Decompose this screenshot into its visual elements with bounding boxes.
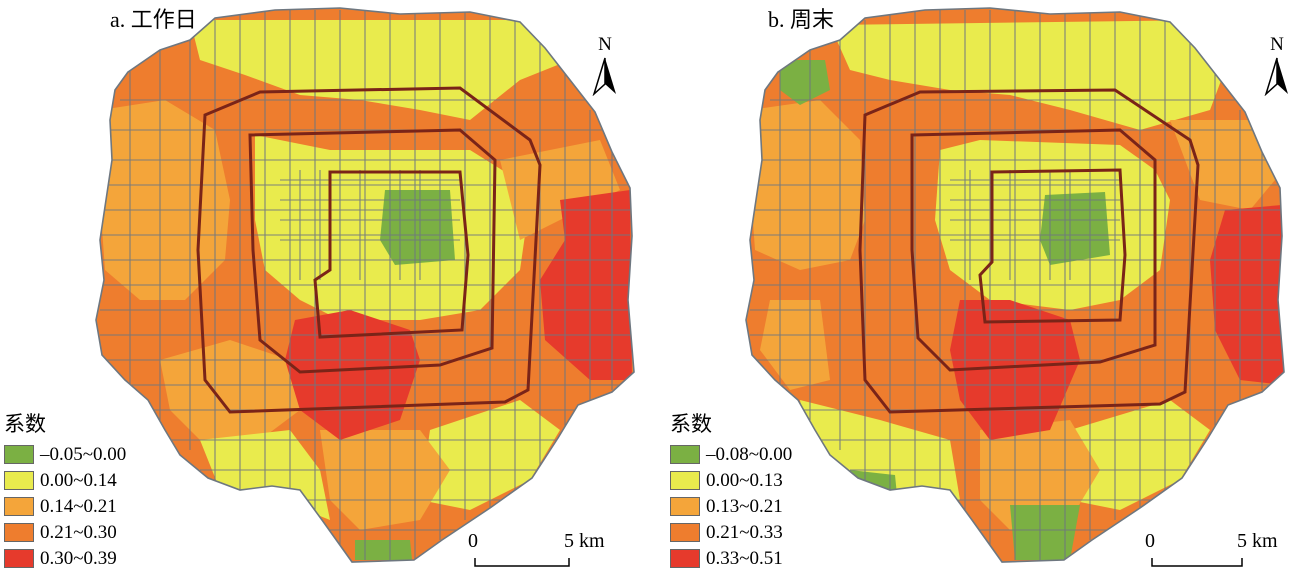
- legend-item: 0.21~0.30: [4, 519, 126, 545]
- legend-swatch: [670, 444, 700, 464]
- legend-title: 系数: [670, 412, 712, 436]
- north-arrow: N: [1262, 34, 1292, 102]
- legend: 系数 –0.05~0.00 0.00~0.14 0.14~0.21 0.21~0…: [4, 414, 126, 571]
- legend-item: 0.14~0.21: [4, 493, 126, 519]
- legend-swatch: [670, 522, 700, 542]
- choropleth-zones: [96, 8, 634, 562]
- ring-road-2: [313, 170, 470, 339]
- legend-swatch: [670, 470, 700, 490]
- weekend-map: [745, 7, 1285, 563]
- legend-item: 0.00~0.14: [4, 467, 126, 493]
- legend-swatch: [670, 496, 700, 516]
- legend-label: 0.00~0.13: [706, 469, 783, 491]
- panel-title: b. 周末: [768, 7, 835, 32]
- choropleth-zones: [746, 8, 1284, 562]
- scale-zero-label: 0: [468, 530, 478, 552]
- legend-title: 系数: [4, 412, 46, 436]
- legend-swatch: [4, 496, 34, 516]
- legend-swatch: [4, 548, 34, 568]
- city-boundary: [745, 7, 1285, 563]
- ring-road-4: [196, 86, 542, 414]
- legend-label: –0.05~0.00: [40, 443, 127, 465]
- map-panel-weekday: a. 工作日 N 系数 –0.05~0.00 0.00~0.14 0.14~0.…: [4, 7, 635, 571]
- legend-item: 0.00~0.13: [670, 467, 792, 493]
- scale-end-label: 5 km: [564, 530, 605, 552]
- legend-label: 0.21~0.33: [706, 521, 783, 543]
- legend-label: –0.08~0.00: [706, 443, 793, 465]
- north-arrow: N: [590, 34, 620, 102]
- legend-item: 0.30~0.39: [4, 545, 126, 571]
- legend-label: 0.14~0.21: [40, 495, 117, 517]
- legend: 系数 –0.08~0.00 0.00~0.13 0.13~0.21 0.21~0…: [670, 414, 792, 571]
- ring-roads: [196, 86, 542, 414]
- panel-title: a. 工作日: [110, 7, 197, 32]
- legend-item: 0.33~0.51: [670, 545, 792, 571]
- legend-swatch: [4, 470, 34, 490]
- legend-item: 0.21~0.33: [670, 519, 792, 545]
- ring-road-2: [978, 168, 1127, 324]
- legend-item: –0.08~0.00: [670, 441, 792, 467]
- legend-label: 0.30~0.39: [40, 547, 117, 569]
- legend-swatch: [670, 548, 700, 568]
- legend-label: 0.13~0.21: [706, 495, 783, 517]
- ring-roads: [858, 88, 1200, 414]
- scale-zero-label: 0: [1145, 530, 1155, 552]
- city-boundary: [95, 7, 635, 563]
- scale-bar-line: [1151, 558, 1243, 567]
- map-panel-weekend: b. 周末 N 系数 –0.08~0.00 0.00~0.13 0.13~0.2…: [650, 0, 1300, 575]
- weekday-map: [95, 7, 635, 563]
- ring-road-4: [858, 88, 1200, 414]
- legend-item: –0.05~0.00: [4, 441, 126, 467]
- legend-label: 0.33~0.51: [706, 547, 783, 569]
- north-arrow-icon: [1264, 57, 1288, 97]
- legend-label: 0.21~0.30: [40, 521, 117, 543]
- scale-end-label: 5 km: [1237, 530, 1278, 552]
- north-label: N: [598, 34, 612, 55]
- legend-label: 0.00~0.14: [40, 469, 117, 491]
- legend-swatch: [4, 522, 34, 542]
- scale-bar-line: [474, 558, 570, 567]
- legend-item: 0.13~0.21: [670, 493, 792, 519]
- legend-swatch: [4, 444, 34, 464]
- ring-road-3: [248, 128, 497, 374]
- north-label: N: [1270, 34, 1284, 55]
- north-arrow-icon: [592, 57, 616, 97]
- ring-road-3: [910, 128, 1157, 372]
